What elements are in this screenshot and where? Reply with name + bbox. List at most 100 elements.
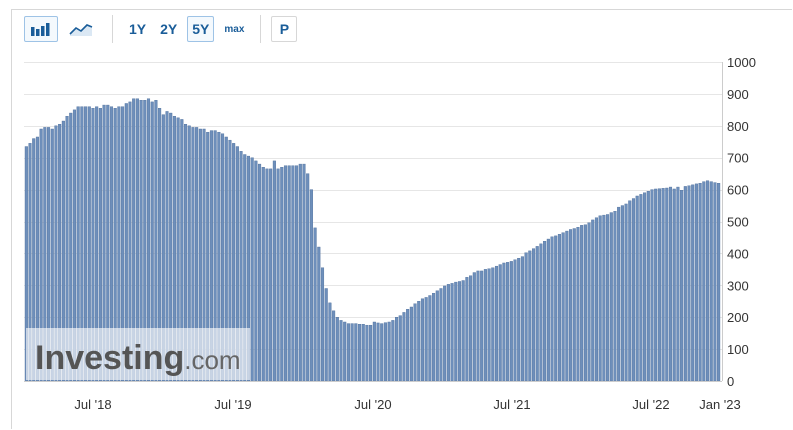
bar bbox=[709, 181, 713, 382]
bar bbox=[283, 165, 288, 382]
bar bbox=[572, 228, 576, 382]
y-axis-labels: 0 100 200 300 400 500 600 700 800 900 1000 bbox=[727, 55, 756, 389]
y-tick-label: 1000 bbox=[727, 55, 756, 70]
bar bbox=[450, 283, 454, 382]
y-tick-label: 900 bbox=[727, 87, 749, 102]
bar bbox=[528, 250, 532, 382]
bar bbox=[287, 165, 291, 382]
toolbar-separator bbox=[260, 15, 262, 43]
bar bbox=[409, 306, 413, 382]
bar bbox=[513, 259, 517, 382]
bar bbox=[617, 206, 621, 382]
bar bbox=[372, 321, 376, 382]
range-max-button[interactable]: max bbox=[224, 23, 245, 35]
range-1y-button[interactable]: 1Y bbox=[129, 21, 147, 37]
bar bbox=[550, 236, 554, 382]
bar bbox=[565, 230, 569, 382]
bar bbox=[494, 265, 499, 382]
bar bbox=[561, 232, 565, 382]
bar bbox=[391, 320, 395, 382]
bar bbox=[276, 168, 280, 382]
bar bbox=[398, 315, 402, 382]
bar bbox=[509, 261, 513, 382]
x-tick-label: Jul '18 bbox=[74, 397, 111, 412]
bar bbox=[457, 281, 462, 382]
bar bbox=[280, 167, 284, 382]
bar bbox=[498, 264, 502, 382]
bar bbox=[502, 262, 506, 382]
bar bbox=[672, 188, 676, 382]
bar bbox=[491, 267, 495, 382]
bar bbox=[613, 211, 617, 382]
bar bbox=[250, 157, 254, 382]
bar bbox=[465, 277, 469, 382]
bar bbox=[591, 219, 595, 382]
bar bbox=[554, 235, 558, 382]
bar bbox=[402, 312, 406, 382]
bar bbox=[265, 168, 269, 382]
y-tick-label: 700 bbox=[727, 151, 749, 166]
bar bbox=[446, 284, 450, 382]
bar bbox=[635, 195, 639, 382]
x-tick-label: Jul '19 bbox=[214, 397, 251, 412]
bar bbox=[631, 198, 636, 382]
y-tick-label: 400 bbox=[727, 246, 749, 261]
x-axis-labels: Jul '18 Jul '19 Jul '20 Jul '21 Jul '22 Jan '… bbox=[74, 397, 740, 412]
bar bbox=[576, 227, 580, 382]
bar bbox=[680, 190, 684, 382]
line-chart-icon[interactable] bbox=[64, 16, 98, 42]
bar bbox=[620, 205, 624, 382]
bar bbox=[624, 203, 628, 382]
bars bbox=[24, 98, 721, 382]
bar bbox=[639, 194, 643, 382]
bar bbox=[269, 168, 273, 382]
bar bbox=[520, 256, 524, 382]
bar bbox=[524, 252, 528, 382]
bar bbox=[687, 185, 691, 382]
bar bbox=[661, 188, 665, 382]
bar bbox=[594, 217, 599, 382]
bar bbox=[365, 324, 369, 382]
bar bbox=[557, 234, 561, 382]
bar bbox=[361, 324, 365, 382]
bar bbox=[705, 180, 710, 382]
bar bbox=[387, 321, 391, 382]
investing-watermark: Investing.com bbox=[26, 328, 250, 380]
p-button[interactable]: P bbox=[271, 16, 298, 42]
bar bbox=[480, 270, 484, 382]
bar-chart-icon[interactable] bbox=[24, 16, 58, 42]
bar bbox=[354, 323, 358, 382]
bar bbox=[332, 310, 336, 382]
bar bbox=[657, 188, 661, 382]
bar bbox=[587, 222, 591, 382]
bar bbox=[291, 165, 295, 382]
bar bbox=[395, 317, 399, 382]
bar bbox=[335, 317, 339, 382]
bar bbox=[472, 272, 476, 382]
bar bbox=[302, 163, 306, 382]
bar bbox=[413, 303, 417, 382]
bar bbox=[439, 288, 443, 382]
bar bbox=[298, 163, 302, 382]
bar bbox=[646, 190, 650, 382]
bar bbox=[258, 163, 262, 382]
bar bbox=[539, 243, 543, 382]
bar bbox=[376, 322, 380, 382]
bar bbox=[417, 301, 421, 382]
bar bbox=[713, 182, 717, 382]
x-tick-label: Jul '22 bbox=[632, 397, 669, 412]
bar bbox=[428, 295, 432, 382]
bar bbox=[261, 167, 265, 382]
range-5y-button[interactable]: 5Y bbox=[187, 16, 215, 42]
bar bbox=[324, 288, 328, 382]
bar bbox=[254, 160, 258, 382]
bar bbox=[569, 229, 573, 382]
bar bbox=[683, 186, 687, 382]
bar bbox=[406, 309, 410, 382]
bar bbox=[454, 281, 458, 382]
bar bbox=[546, 238, 550, 382]
bar bbox=[665, 187, 669, 382]
bar bbox=[691, 184, 695, 382]
y-tick-label: 100 bbox=[727, 342, 749, 357]
range-2y-button[interactable]: 2Y bbox=[160, 21, 178, 37]
